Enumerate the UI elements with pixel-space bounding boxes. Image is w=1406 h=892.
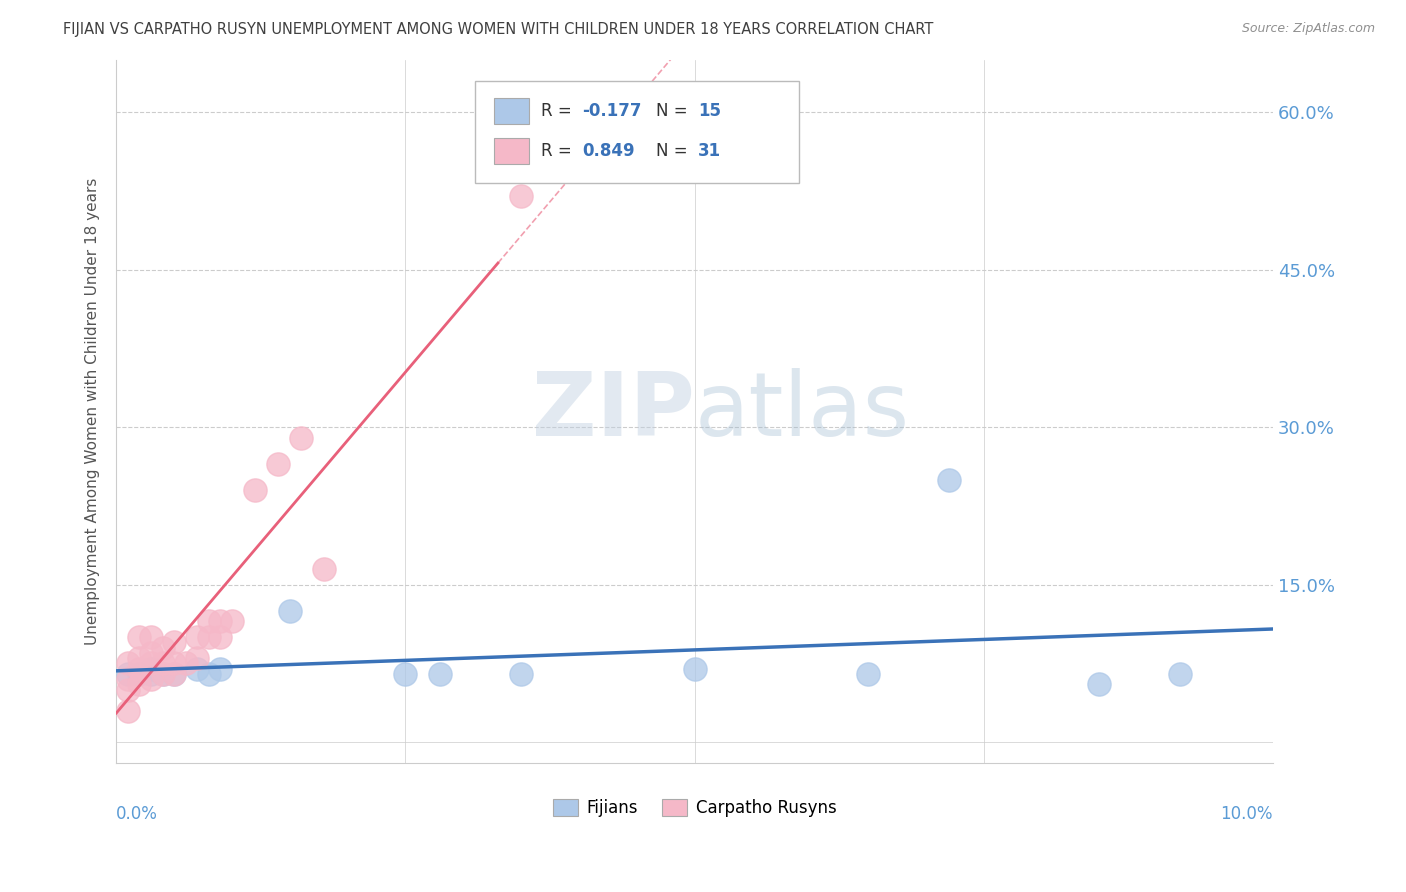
Point [243,483,266,497]
Point [314,562,336,576]
Text: 10.0%: 10.0% [1220,805,1272,823]
Point [139,666,162,681]
Point [128,677,150,691]
Text: Source: ZipAtlas.com: Source: ZipAtlas.com [1241,22,1375,36]
Text: -0.177: -0.177 [582,102,643,120]
Y-axis label: Unemployment Among Women with Children Under 18 years: Unemployment Among Women with Children U… [86,178,100,645]
FancyBboxPatch shape [475,80,799,183]
Point [394,666,416,681]
Point [938,473,960,487]
Point [163,666,186,681]
Point [198,666,221,681]
Point [139,630,162,644]
Text: 0.0%: 0.0% [117,805,157,823]
Point [139,657,162,671]
Text: FIJIAN VS CARPATHO RUSYN UNEMPLOYMENT AMONG WOMEN WITH CHILDREN UNDER 18 YEARS C: FIJIAN VS CARPATHO RUSYN UNEMPLOYMENT AM… [63,22,934,37]
Point [209,662,232,676]
Text: atlas: atlas [695,368,910,455]
Point [683,662,706,676]
Point [152,640,174,655]
Point [152,666,174,681]
Point [186,662,208,676]
FancyBboxPatch shape [495,97,529,124]
Point [117,657,139,671]
Point [163,666,186,681]
Point [117,666,139,681]
Legend: Fijians, Carpatho Rusyns: Fijians, Carpatho Rusyns [544,790,845,825]
Point [186,630,208,644]
Point [278,604,301,618]
Point [139,672,162,686]
Point [290,431,312,445]
Point [1168,666,1191,681]
Point [163,635,186,649]
Point [117,704,139,718]
Point [174,657,197,671]
Text: 0.849: 0.849 [582,142,636,160]
FancyBboxPatch shape [495,137,529,164]
Text: N =: N = [657,142,693,160]
Point [198,615,221,629]
Point [117,672,139,686]
Point [139,646,162,660]
Text: R =: R = [541,102,576,120]
Point [198,630,221,644]
Text: 31: 31 [697,142,721,160]
Point [856,666,879,681]
Point [139,662,162,676]
Point [186,651,208,665]
Point [429,666,451,681]
Point [510,666,533,681]
Point [1088,677,1111,691]
Point [267,457,290,471]
Point [128,666,150,681]
Point [152,657,174,671]
Point [152,666,174,681]
Point [128,630,150,644]
Text: N =: N = [657,102,693,120]
Point [221,615,243,629]
Point [128,651,150,665]
Text: R =: R = [541,142,576,160]
Text: ZIP: ZIP [531,368,695,455]
Point [117,682,139,697]
Point [209,615,232,629]
Point [128,662,150,676]
Point [510,189,533,203]
Text: 15: 15 [697,102,721,120]
Point [209,630,232,644]
Point [163,657,186,671]
